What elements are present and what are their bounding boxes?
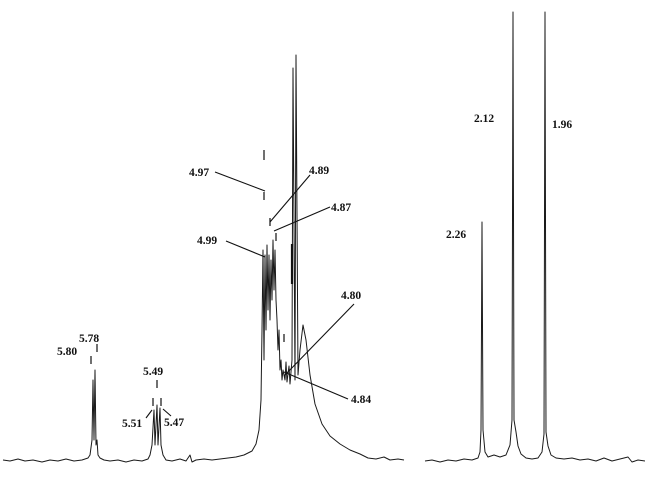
peak-label-4-99: 4.99 <box>197 235 217 247</box>
peak-label-1-96: 1.96 <box>552 119 572 131</box>
leader-line-5-51 <box>145 409 153 419</box>
peak-label-5-49: 5.49 <box>143 366 163 378</box>
peak-label-5-80: 5.80 <box>57 346 77 358</box>
peak-label-5-78: 5.78 <box>79 333 99 345</box>
leader-line-4-84 <box>283 371 349 400</box>
peak-label-4-89: 4.89 <box>309 165 329 177</box>
peak-label-5-47: 5.47 <box>164 417 184 429</box>
peak-label-2-26: 2.26 <box>446 229 466 241</box>
leader-line-4-89 <box>269 174 311 223</box>
peak-label-2-12: 2.12 <box>474 113 494 125</box>
leader-line-4-80 <box>283 303 355 377</box>
leader-line-4-87 <box>273 206 331 232</box>
leader-line-4-99 <box>225 240 266 258</box>
peak-label-4-80: 4.80 <box>341 290 361 302</box>
peak-label-4-84: 4.84 <box>351 394 371 406</box>
right-panel-trace <box>424 11 645 463</box>
left-panel-trace <box>2 54 405 463</box>
peak-label-4-97: 4.97 <box>189 167 209 179</box>
peak-label-5-51: 5.51 <box>122 418 142 430</box>
leader-line-5-47 <box>162 408 172 417</box>
leader-line-4-97 <box>214 171 266 192</box>
peak-label-4-87: 4.87 <box>331 202 351 214</box>
